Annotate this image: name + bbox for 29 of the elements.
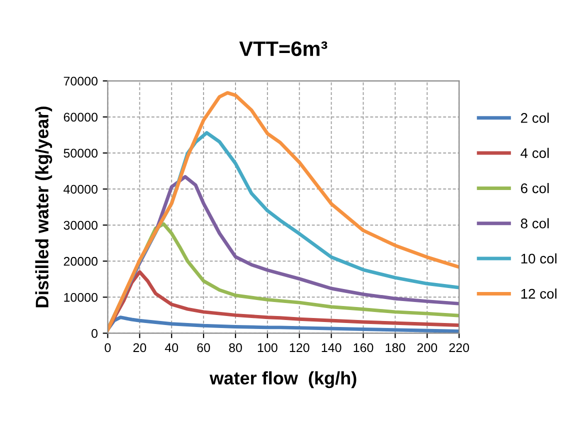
y-axis-title: Distilled water (kg/year)	[35, 106, 52, 308]
y-tick-label: 50000	[64, 148, 98, 158]
x-tick-label: 80	[229, 343, 242, 352]
x-tick-label: 120	[290, 343, 310, 352]
y-tick-label: 20000	[64, 256, 98, 266]
y-tick-label: 60000	[64, 112, 98, 122]
x-tick-label: 160	[354, 343, 374, 352]
chart-title: VTT=6m³	[239, 41, 328, 56]
y-tick-label: 70000	[64, 76, 98, 86]
x-tick-label: 20	[133, 343, 146, 352]
y-tick-label: 0	[92, 329, 98, 338]
y-tick-label: 40000	[64, 184, 98, 194]
x-tick-label: 60	[197, 343, 210, 352]
x-tick-label: 180	[386, 343, 406, 352]
x-tick-label: 0	[104, 343, 111, 352]
y-tick-label: 10000	[64, 292, 98, 302]
x-tick-label: 40	[164, 343, 178, 352]
x-tick-label: 200	[417, 343, 438, 352]
legend-label: 8 col	[520, 218, 549, 228]
y-tick-label: 30000	[64, 220, 98, 230]
legend-label: 2 col	[520, 112, 549, 123]
legend-label: 6 col	[520, 183, 549, 194]
x-axis-title: water flow (kg/h)	[210, 371, 356, 388]
x-tick-label: 100	[258, 343, 278, 352]
x-tick-label: 220	[449, 343, 470, 352]
legend-label: 12 col	[521, 288, 556, 299]
legend-label: 4 col	[520, 148, 549, 158]
x-tick-label: 140	[322, 343, 342, 352]
legend-label: 10 col	[521, 253, 556, 264]
